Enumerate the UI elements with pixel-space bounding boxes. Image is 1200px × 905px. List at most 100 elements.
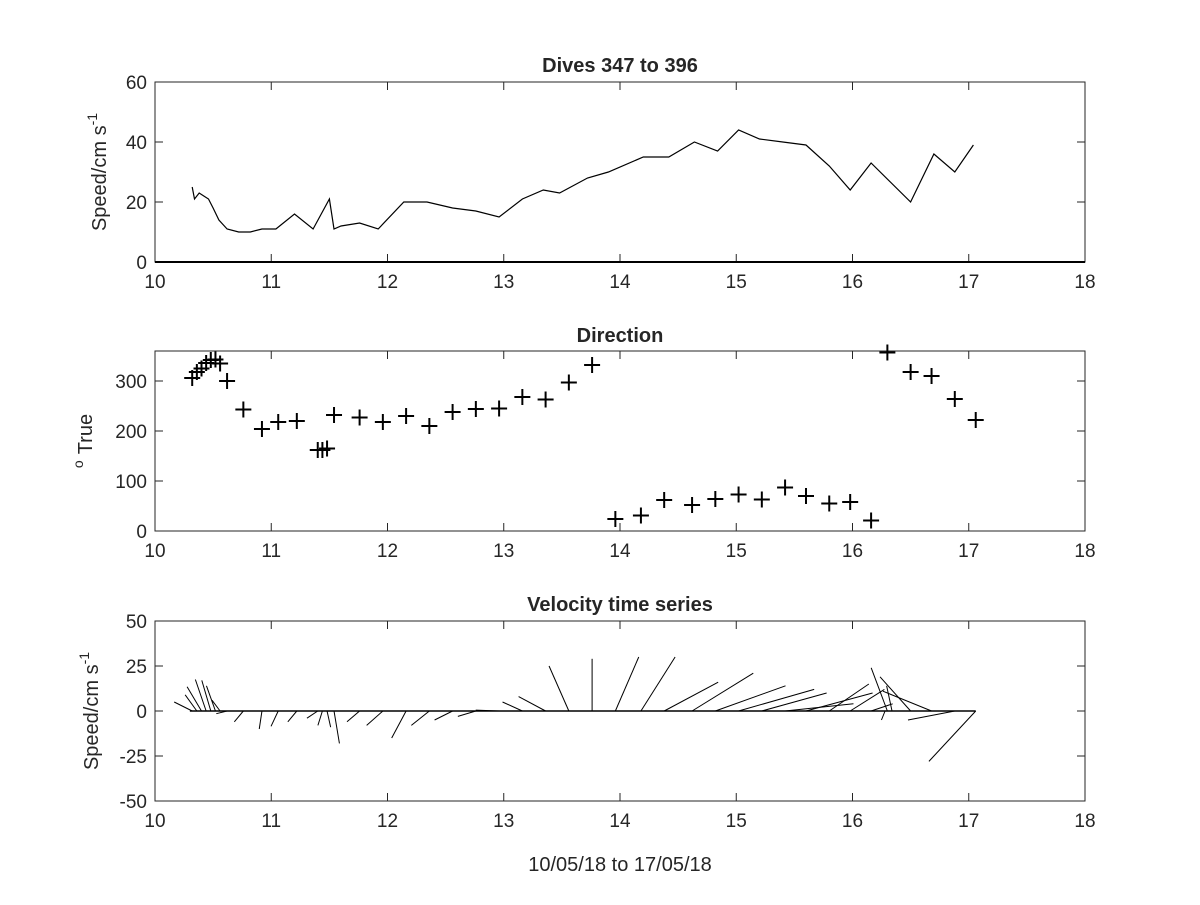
speed-xtick-label: 12 xyxy=(377,272,398,293)
direction-marker-point xyxy=(514,389,531,405)
direction-marker-point xyxy=(235,401,252,418)
direction-marker-point xyxy=(421,418,438,434)
direction-marker-point xyxy=(491,400,508,417)
velocity-vector xyxy=(216,710,228,715)
direction-marker-point xyxy=(467,401,484,417)
direction-ticks: 10 11 12 13 14 15 16 17 18 0 100 200 300 xyxy=(115,351,1096,562)
direction-panel: Direction oTrue 10 11 12 13 14 15 16 17 18010020… xyxy=(70,325,1096,562)
speed-ytick-label: 40 xyxy=(126,133,147,154)
direction-ytick-label: 100 xyxy=(115,472,147,493)
direction-marker-point xyxy=(707,491,724,507)
speed-ytick-label: 20 xyxy=(126,193,147,214)
velocity-vector xyxy=(880,710,886,721)
velocity-vector xyxy=(194,679,207,712)
velocity-ylabel-text: Speed/cm s xyxy=(81,664,103,770)
direction-marker-point xyxy=(821,495,838,512)
velocity-panel: Velocity time series Speed/cm s-1 10/05/… xyxy=(76,594,1096,876)
direction-title: Direction xyxy=(577,325,664,347)
velocity-vector xyxy=(928,710,977,762)
velocity-vector xyxy=(715,685,786,712)
direction-marker-layer xyxy=(184,344,984,529)
direction-xtick-label: 14 xyxy=(609,541,631,562)
speed-panel: Dives 347 to 396 Speed/cm s-1 10 11 12 13 14… xyxy=(84,55,1096,293)
velocity-vector xyxy=(434,710,453,721)
velocity-ytick-label: 0 xyxy=(136,702,147,723)
velocity-vector xyxy=(886,685,893,712)
velocity-ticks: 10 11 12 13 14 15 16 17 18 -50 -25 0 25 50 xyxy=(120,612,1096,832)
direction-ytick-label: 0 xyxy=(136,522,147,543)
velocity-xtick-label: 18 xyxy=(1074,811,1095,832)
direction-marker-point xyxy=(288,413,305,429)
speed-xtick-label: 18 xyxy=(1074,272,1095,293)
speed-series-line xyxy=(191,129,974,233)
speed-xtick-label: 16 xyxy=(842,272,863,293)
velocity-vector xyxy=(518,696,546,712)
direction-marker-point xyxy=(777,479,794,496)
speed-title: Dives 347 to 396 xyxy=(542,55,698,77)
velocity-vector xyxy=(326,710,332,728)
direction-marker-point xyxy=(270,414,287,430)
velocity-xtick-label: 13 xyxy=(493,811,514,832)
velocity-title: Velocity time series xyxy=(527,594,713,616)
direction-xtick-label: 11 xyxy=(261,541,281,562)
velocity-vector xyxy=(270,710,279,727)
velocity-vector xyxy=(502,701,523,712)
velocity-xtick-label: 10 xyxy=(144,811,165,832)
speed-ylabel: Speed/cm s-1 xyxy=(84,113,111,231)
direction-marker-point xyxy=(319,440,336,457)
speed-xtick-label: 15 xyxy=(726,272,747,293)
speed-line-layer xyxy=(155,129,1085,263)
direction-marker-point xyxy=(946,391,963,407)
velocity-vector xyxy=(870,703,893,712)
velocity-vector xyxy=(366,710,384,726)
direction-marker-point xyxy=(632,507,649,524)
speed-ylabel-text: Speed/cm s xyxy=(89,125,111,231)
direction-marker-point xyxy=(584,357,601,373)
velocity-vector xyxy=(411,710,430,726)
direction-marker-point xyxy=(879,344,896,361)
direction-marker-point xyxy=(253,421,270,437)
direction-xtick-label: 18 xyxy=(1074,541,1095,562)
direction-marker-point xyxy=(753,491,770,508)
velocity-vector xyxy=(333,710,340,744)
velocity-vector xyxy=(548,665,570,712)
direction-ytick-label: 300 xyxy=(115,372,147,393)
velocity-ytick-label: -25 xyxy=(120,747,147,768)
velocity-vector xyxy=(691,672,754,712)
speed-axes-box xyxy=(154,81,1086,263)
velocity-vector xyxy=(761,692,827,712)
velocity-vector xyxy=(306,710,319,719)
velocity-vector xyxy=(457,710,476,717)
direction-marker-point xyxy=(326,407,343,423)
velocity-vector xyxy=(738,688,815,712)
velocity-vector xyxy=(879,676,911,712)
direction-marker-point xyxy=(537,391,554,408)
velocity-vector xyxy=(805,692,873,712)
direction-ytick-label: 200 xyxy=(115,422,147,443)
direction-marker-point xyxy=(684,497,701,513)
direction-marker-point xyxy=(967,412,984,428)
speed-ticks: 10 11 12 13 14 15 16 17 18 0 20 40 60 xyxy=(126,73,1096,293)
velocity-vector xyxy=(201,680,212,712)
direction-marker-point xyxy=(902,364,919,380)
direction-xtick-label: 13 xyxy=(493,541,514,562)
velocity-vector xyxy=(346,710,360,723)
direction-marker-point xyxy=(656,492,673,508)
velocity-xtick-label: 14 xyxy=(609,811,631,832)
velocity-vector xyxy=(186,686,202,712)
velocity-vector xyxy=(475,709,500,712)
velocity-ylabel-superscript: -1 xyxy=(76,652,92,665)
direction-xtick-label: 10 xyxy=(144,541,165,562)
velocity-vector xyxy=(173,701,193,712)
velocity-xtick-label: 11 xyxy=(261,811,281,832)
direction-marker-point xyxy=(374,414,391,430)
velocity-vector xyxy=(287,710,298,723)
speed-ylabel-superscript: -1 xyxy=(84,113,100,126)
direction-marker-point xyxy=(842,494,859,510)
direction-axes-box xyxy=(154,350,1086,532)
velocity-vector xyxy=(663,681,719,712)
velocity-vector xyxy=(184,694,198,712)
speed-xtick-label: 17 xyxy=(958,272,979,293)
direction-marker-point xyxy=(219,373,236,389)
